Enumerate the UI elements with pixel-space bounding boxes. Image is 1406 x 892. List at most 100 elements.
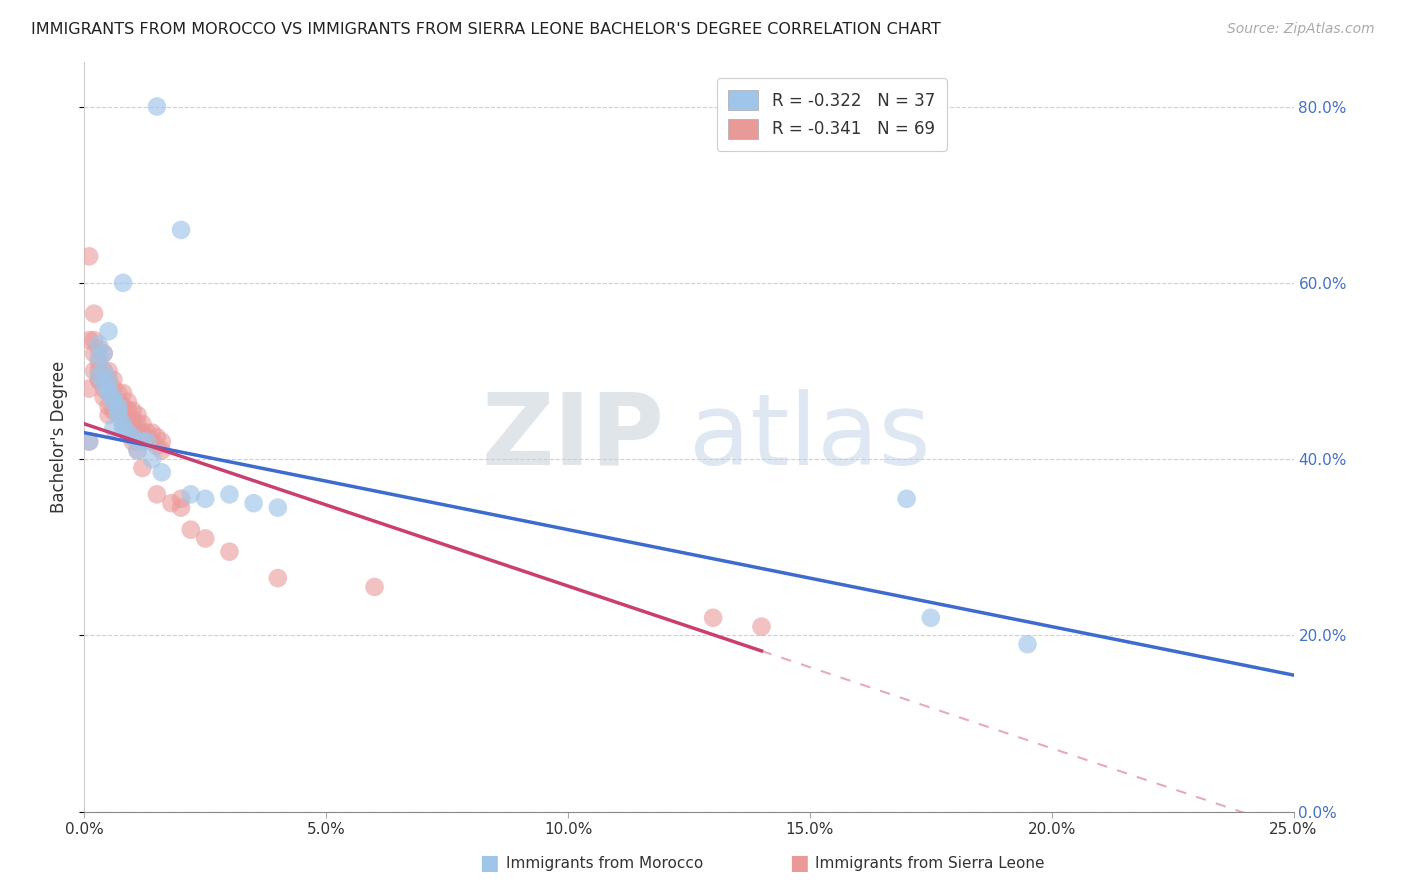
- Point: [180, 523, 202, 537]
- Point: [97, 382, 120, 396]
- Point: [146, 430, 169, 444]
- Point: [93, 382, 115, 396]
- Point: [117, 421, 139, 435]
- Point: [141, 452, 163, 467]
- Point: [83, 346, 105, 360]
- Point: [267, 500, 290, 515]
- Point: [146, 439, 169, 453]
- Point: [363, 580, 385, 594]
- Point: [77, 249, 100, 263]
- Point: [127, 408, 149, 422]
- Point: [83, 364, 105, 378]
- Point: [93, 391, 115, 405]
- Point: [136, 434, 159, 449]
- Point: [117, 425, 139, 440]
- Point: [93, 364, 115, 378]
- Point: [107, 408, 129, 422]
- Point: [112, 399, 135, 413]
- Text: atlas: atlas: [689, 389, 931, 485]
- Point: [77, 333, 100, 347]
- Point: [93, 346, 115, 360]
- Point: [131, 434, 153, 449]
- Point: [146, 99, 169, 113]
- Point: [93, 364, 115, 378]
- Point: [117, 412, 139, 426]
- Point: [107, 386, 129, 401]
- Point: [107, 403, 129, 417]
- Point: [97, 386, 120, 401]
- Point: [117, 403, 139, 417]
- Point: [77, 382, 100, 396]
- Point: [103, 394, 125, 409]
- Point: [112, 408, 135, 422]
- Point: [136, 430, 159, 444]
- Point: [242, 496, 264, 510]
- Point: [93, 346, 115, 360]
- Text: IMMIGRANTS FROM MOROCCO VS IMMIGRANTS FROM SIERRA LEONE BACHELOR'S DEGREE CORREL: IMMIGRANTS FROM MOROCCO VS IMMIGRANTS FR…: [31, 22, 941, 37]
- Point: [150, 443, 173, 458]
- Point: [83, 333, 105, 347]
- Point: [170, 500, 193, 515]
- Point: [751, 619, 773, 633]
- Point: [77, 434, 100, 449]
- Point: [112, 399, 135, 413]
- Point: [87, 355, 110, 369]
- Point: [1017, 637, 1039, 651]
- Point: [218, 487, 240, 501]
- Point: [87, 342, 110, 356]
- Point: [87, 373, 110, 387]
- Point: [112, 386, 135, 401]
- Point: [131, 425, 153, 440]
- Point: [97, 373, 120, 387]
- Text: Immigrants from Morocco: Immigrants from Morocco: [506, 856, 703, 871]
- Point: [170, 223, 193, 237]
- Point: [127, 443, 149, 458]
- Point: [141, 434, 163, 449]
- Point: [112, 276, 135, 290]
- Point: [97, 324, 120, 338]
- Point: [112, 417, 135, 431]
- Point: [170, 491, 193, 506]
- Point: [131, 417, 153, 431]
- Point: [103, 391, 125, 405]
- Point: [97, 399, 120, 413]
- Point: [121, 430, 143, 444]
- Point: [896, 491, 918, 506]
- Point: [160, 496, 183, 510]
- Point: [112, 417, 135, 431]
- Point: [87, 364, 110, 378]
- Point: [920, 611, 942, 625]
- Point: [87, 337, 110, 351]
- Point: [218, 544, 240, 558]
- Point: [103, 391, 125, 405]
- Point: [103, 421, 125, 435]
- Point: [87, 351, 110, 365]
- Point: [87, 368, 110, 383]
- Point: [97, 408, 120, 422]
- Point: [127, 417, 149, 431]
- Point: [77, 434, 100, 449]
- Point: [121, 434, 143, 449]
- Point: [97, 373, 120, 387]
- Point: [83, 307, 105, 321]
- Point: [267, 571, 290, 585]
- Point: [194, 532, 217, 546]
- Point: [131, 461, 153, 475]
- Point: [93, 377, 115, 392]
- Point: [107, 394, 129, 409]
- Text: ■: ■: [479, 854, 499, 873]
- Point: [150, 434, 173, 449]
- Point: [121, 425, 143, 440]
- Point: [103, 382, 125, 396]
- Point: [121, 403, 143, 417]
- Text: ZIP: ZIP: [482, 389, 665, 485]
- Point: [127, 425, 149, 440]
- Point: [107, 403, 129, 417]
- Y-axis label: Bachelor's Degree: Bachelor's Degree: [51, 361, 69, 513]
- Point: [117, 394, 139, 409]
- Point: [103, 403, 125, 417]
- Point: [194, 491, 217, 506]
- Point: [702, 611, 724, 625]
- Text: ■: ■: [789, 854, 808, 873]
- Point: [97, 364, 120, 378]
